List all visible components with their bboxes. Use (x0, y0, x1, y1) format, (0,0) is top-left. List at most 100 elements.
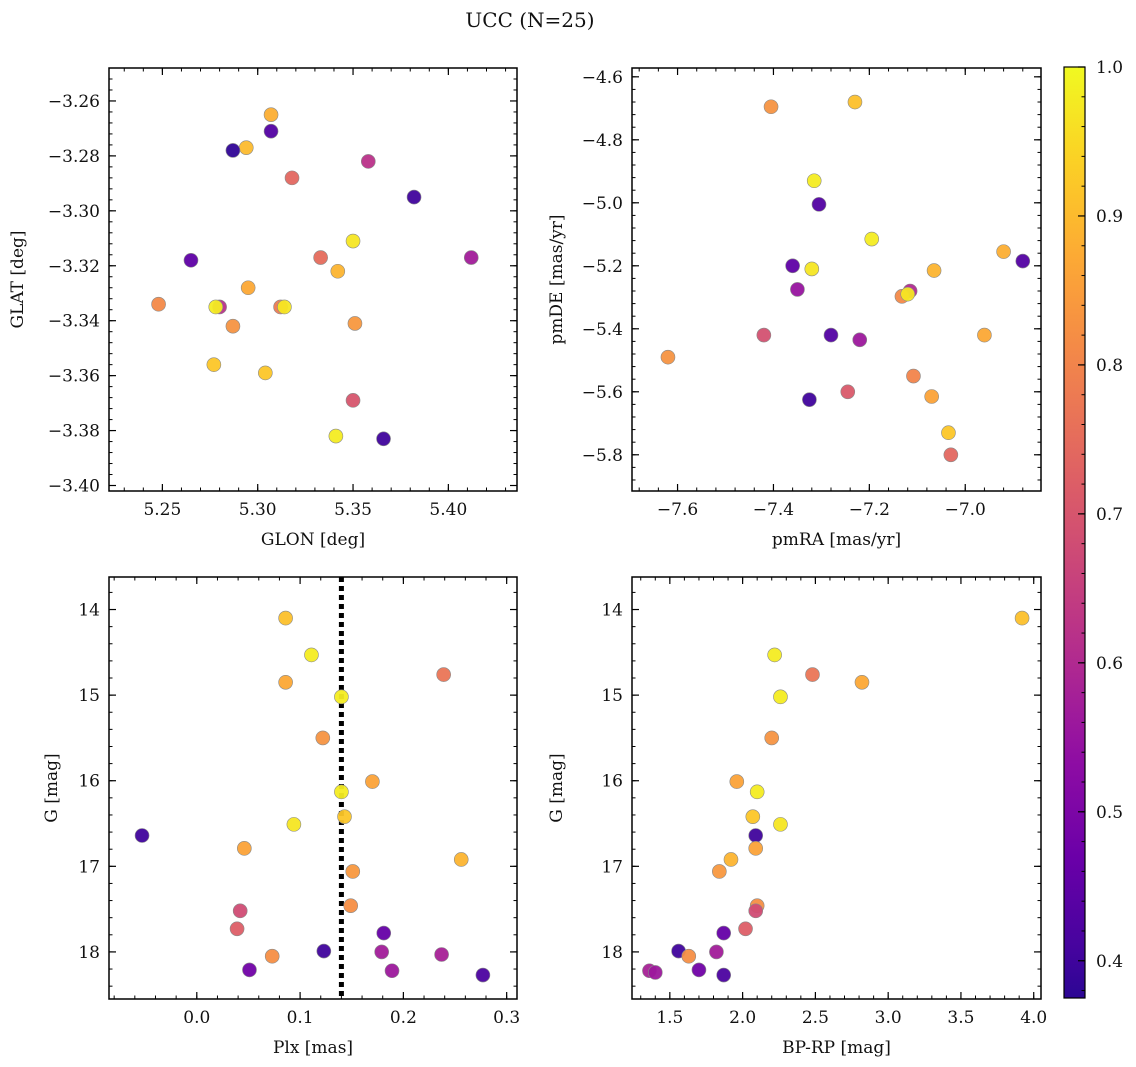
data-point (463, 250, 479, 265)
y-tick-label: −5.2 (582, 257, 623, 277)
plot-area (632, 68, 1041, 491)
y-tick-label: 18 (78, 943, 100, 963)
data-point (712, 864, 727, 879)
data-point (756, 327, 772, 343)
data-point (347, 316, 363, 331)
x-tick-label: 0.0 (183, 1008, 210, 1028)
data-point (360, 154, 376, 169)
data-point (847, 94, 863, 110)
data-point (376, 925, 392, 941)
data-point (328, 428, 344, 444)
data-point (806, 173, 822, 189)
y-tick-label: −5.4 (582, 320, 623, 340)
data-point (240, 280, 256, 296)
data-point (852, 332, 868, 348)
data-point (805, 667, 820, 682)
data-point (716, 925, 731, 941)
data-point (811, 197, 827, 212)
x-tick-label: 1.5 (656, 1008, 683, 1028)
data-point (384, 963, 400, 979)
x-tick-label: 2.0 (729, 1008, 756, 1028)
y-tick-label: −5.8 (582, 446, 623, 466)
y-tick-label: −3.40 (48, 477, 100, 497)
colorbar: 0.4 0.5 0.6 0.7 0.8 0.9 1.0 (1063, 58, 1123, 999)
data-point (453, 852, 469, 867)
data-point (343, 898, 359, 913)
figure-title: UCC (N=25) (465, 8, 595, 32)
y-tick-label: 14 (601, 601, 623, 621)
panel-pm: −7.6 −7.4 −7.2 −7.0 −4.6 −4.8 −5.0 −5.2 −5.4 −5.6… (547, 67, 1042, 550)
x-tick-label: 0.3 (493, 1008, 520, 1028)
data-point (773, 817, 788, 832)
data-point (334, 689, 349, 705)
panel-cmd: 1.5 2.0 2.5 3.0 3.5 4.0 14 15 16 17 18 BP-RP [mag] G… (547, 576, 1047, 1058)
data-point (242, 962, 257, 978)
data-point (716, 967, 731, 983)
data-point (723, 852, 739, 867)
data-point (237, 841, 252, 856)
x-tick-label: −7.4 (753, 500, 794, 520)
y-tick-label: −4.6 (582, 68, 623, 88)
x-tick-label: 5.30 (239, 500, 277, 520)
data-point (691, 962, 707, 978)
data-point (906, 368, 921, 384)
y-tick-label: −3.34 (48, 312, 100, 332)
data-point (767, 647, 782, 663)
data-point (764, 730, 780, 746)
data-point (278, 674, 293, 690)
data-point (284, 170, 300, 186)
data-point (316, 943, 332, 959)
data-point (345, 233, 361, 249)
data-point (745, 809, 761, 824)
data-point (365, 774, 380, 789)
x-tick-label: −7.6 (657, 500, 698, 520)
y-tick-label: −5.6 (582, 383, 623, 403)
y-tick-label: −3.26 (48, 92, 100, 112)
data-point (647, 965, 663, 980)
y-axis-label: G [mag] (42, 753, 62, 822)
y-tick-label: −4.8 (582, 131, 623, 151)
y-axis-label: GLAT [deg] (8, 230, 28, 328)
data-point (748, 841, 764, 856)
data-point (258, 365, 273, 381)
data-point (924, 389, 939, 404)
data-point (334, 784, 349, 800)
x-tick-label: 3.5 (947, 1008, 974, 1028)
data-point (376, 431, 391, 447)
data-point (337, 809, 352, 824)
x-tick-label: 5.25 (143, 500, 181, 520)
x-axis-label: GLON [deg] (261, 530, 365, 550)
data-point (183, 252, 199, 268)
y-tick-label: 14 (78, 601, 100, 621)
data-point (374, 944, 389, 960)
data-point (264, 948, 280, 964)
data-point (996, 244, 1011, 259)
data-point (434, 947, 449, 962)
x-tick-label: 0.2 (390, 1008, 417, 1028)
data-point (304, 647, 319, 663)
x-axis-label: BP-RP [mag] (782, 1038, 891, 1058)
data-point (263, 107, 279, 122)
y-tick-label: 17 (601, 857, 623, 877)
data-point (475, 967, 491, 983)
data-point (436, 667, 451, 682)
x-tick-label: 2.5 (802, 1008, 829, 1028)
y-tick-label: 16 (601, 772, 623, 792)
y-axis-label: G [mag] (547, 753, 567, 822)
axes-frame (631, 67, 1042, 492)
x-tick-label: 5.40 (429, 500, 467, 520)
data-point (864, 231, 880, 247)
colorbar-tick-label: 0.6 (1096, 654, 1123, 674)
data-point (406, 189, 422, 205)
data-point (941, 425, 956, 441)
data-point (804, 261, 820, 277)
data-point (1014, 610, 1030, 626)
data-point (729, 774, 745, 789)
x-axis-label: pmRA [mas/yr] (772, 530, 901, 550)
data-point (277, 299, 292, 315)
x-tick-label: 4.0 (1020, 1008, 1047, 1028)
x-tick-label: 5.35 (334, 500, 372, 520)
y-tick-label: −3.30 (48, 202, 100, 222)
axes-frame (108, 67, 518, 492)
y-tick-label: 18 (601, 943, 623, 963)
